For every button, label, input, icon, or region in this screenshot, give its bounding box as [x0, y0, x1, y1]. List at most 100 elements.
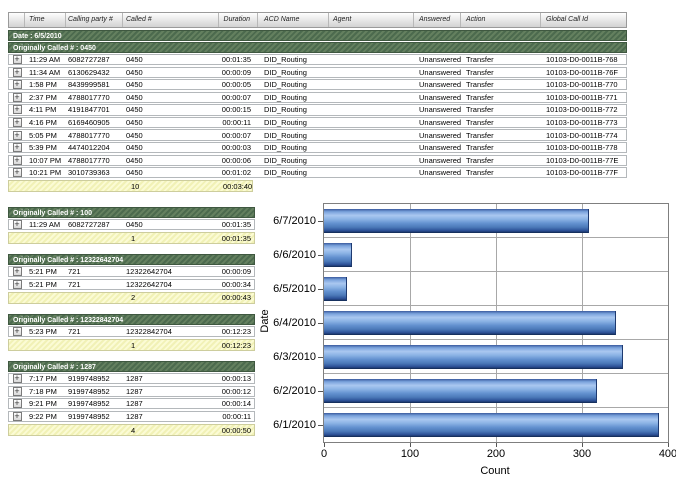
- call-row: +9:21 PM 9199748952 1287 00:00:14: [8, 398, 255, 410]
- cell-called: 0450: [126, 155, 143, 165]
- cell-time: 10:07 PM: [29, 155, 62, 165]
- cell-duration: 00:01:02: [221, 168, 251, 178]
- cell-calling: 721: [68, 267, 81, 277]
- call-row: +1:58 PM 8439999581 0450 00:00:05 DID_Routin…: [8, 79, 627, 91]
- cell-answered: Unanswered: [419, 143, 461, 153]
- cell-time: 9:22 PM: [29, 411, 57, 421]
- cell-calling: 9199748952: [68, 386, 110, 396]
- cell-time: 5:39 PM: [29, 143, 57, 153]
- cell-time: 7:17 PM: [29, 374, 57, 384]
- column-header-agent: Agent: [329, 13, 414, 27]
- expand-cell: +: [9, 411, 25, 421]
- column-header-answered: Answered: [414, 13, 461, 27]
- group-summary-row: 10 00:03:40: [8, 180, 253, 193]
- expand-icon[interactable]: +: [12, 399, 22, 409]
- cell-duration: 00:00:07: [221, 92, 251, 102]
- cell-called: 12322842704: [126, 327, 172, 337]
- group-rows: +5:23 PM 721 12322842704 00:12:23: [8, 325, 255, 338]
- bar-6/5/2010: [324, 277, 348, 301]
- expand-cell: +: [9, 117, 25, 127]
- summary-count: 4: [131, 425, 136, 435]
- cell-duration: 00:01:35: [221, 55, 251, 65]
- cell-global_id: 10103-D0-0011B-76F: [546, 67, 618, 77]
- cell-answered: Unanswered: [419, 67, 461, 77]
- cell-action: Transfer: [466, 105, 494, 115]
- cell-acd: DID_Routing: [264, 117, 307, 127]
- cell-time: 2:37 PM: [29, 92, 57, 102]
- cell-called: 0450: [126, 80, 143, 90]
- expand-icon[interactable]: +: [12, 80, 22, 90]
- x-tick: [323, 443, 325, 447]
- expand-cell: +: [9, 279, 25, 289]
- cell-acd: DID_Routing: [264, 130, 307, 140]
- group-header: Originally Called # : 100: [8, 207, 255, 218]
- cell-action: Transfer: [466, 130, 494, 140]
- plot-area: [323, 203, 669, 443]
- expand-icon[interactable]: +: [12, 117, 22, 127]
- cell-global_id: 10103-D0-0011B-77F: [546, 168, 618, 178]
- cell-acd: DID_Routing: [264, 67, 307, 77]
- cell-global_id: 10103-D0-0011B-773: [546, 117, 618, 127]
- y-tick-label: 6/1/2010: [273, 419, 316, 431]
- cell-calling: 6082727287: [68, 220, 110, 230]
- call-row: +4:11 PM 4191847701 0450 00:00:15 DID_Routin…: [8, 104, 627, 116]
- expand-icon[interactable]: +: [12, 411, 22, 421]
- cell-acd: DID_Routing: [264, 105, 307, 115]
- cell-calling: 721: [68, 327, 81, 337]
- call-row: +11:34 AM 6130629432 0450 00:00:09 DID_Routi…: [8, 66, 627, 78]
- cell-calling: 4788017770: [68, 92, 110, 102]
- category-band: [324, 408, 668, 442]
- call-report-table: Time Calling party # Called # Duration ACD N…: [8, 12, 627, 193]
- summary-count: 10: [131, 181, 140, 191]
- expand-icon[interactable]: +: [12, 67, 22, 77]
- cell-duration: 00:00:11: [222, 117, 251, 127]
- cell-called: 1287: [126, 386, 143, 396]
- cell-called: 0450: [126, 67, 143, 77]
- expand-icon[interactable]: +: [12, 105, 22, 115]
- cell-action: Transfer: [466, 155, 494, 165]
- cell-answered: Unanswered: [419, 117, 461, 127]
- expand-icon[interactable]: +: [12, 374, 22, 384]
- cell-called: 12322642704: [126, 279, 172, 289]
- summary-count: 1: [131, 340, 136, 350]
- column-header-global-call-id: Global Call Id: [546, 16, 589, 23]
- cell-called: 0450: [126, 143, 143, 153]
- summary-count: 2: [131, 293, 136, 303]
- column-header-acd-name: ACD Name: [258, 13, 329, 27]
- expand-icon[interactable]: +: [12, 155, 22, 165]
- expand-icon[interactable]: +: [12, 386, 22, 396]
- cell-global_id: 10103-D0-0011B-771: [546, 92, 618, 102]
- group-header-0450: Originally Called # : 0450: [8, 42, 627, 53]
- x-tick-label: 100: [400, 448, 420, 460]
- call-row: +7:18 PM 9199748952 1287 00:00:12: [8, 385, 255, 397]
- cell-duration: 00:00:03: [221, 143, 251, 153]
- cell-duration: 00:01:35: [221, 220, 251, 230]
- expand-icon[interactable]: +: [12, 220, 22, 230]
- expand-icon[interactable]: +: [12, 92, 22, 102]
- column-header-action: Action: [461, 13, 541, 27]
- cell-duration: 00:12:23: [221, 327, 251, 337]
- cell-action: Transfer: [466, 143, 494, 153]
- expand-icon[interactable]: +: [12, 327, 22, 337]
- y-tick: [318, 255, 323, 256]
- expand-icon[interactable]: +: [12, 168, 22, 178]
- expand-icon[interactable]: +: [12, 267, 22, 277]
- expand-icon[interactable]: +: [12, 143, 22, 153]
- cell-time: 5:05 PM: [29, 130, 57, 140]
- expand-icon[interactable]: +: [12, 279, 22, 289]
- y-tick-label: 6/5/2010: [273, 283, 316, 295]
- expand-icon[interactable]: +: [12, 55, 22, 65]
- cell-time: 9:21 PM: [29, 399, 57, 409]
- cell-global_id: 10103-D0-0011B-768: [546, 55, 618, 65]
- group-header: Originally Called # : 12322642704: [8, 254, 255, 266]
- cell-answered: Unanswered: [419, 80, 461, 90]
- bar-6/3/2010: [324, 345, 624, 369]
- expand-icon[interactable]: +: [12, 130, 22, 140]
- y-tick: [318, 323, 323, 324]
- cell-action: Transfer: [466, 55, 494, 65]
- cell-calling: 4191847701: [68, 105, 110, 115]
- cell-called: 0450: [126, 168, 143, 178]
- cell-time: 11:29 AM: [29, 55, 61, 65]
- category-band: [324, 374, 668, 408]
- summary-total-duration: 00:00:50: [221, 425, 251, 435]
